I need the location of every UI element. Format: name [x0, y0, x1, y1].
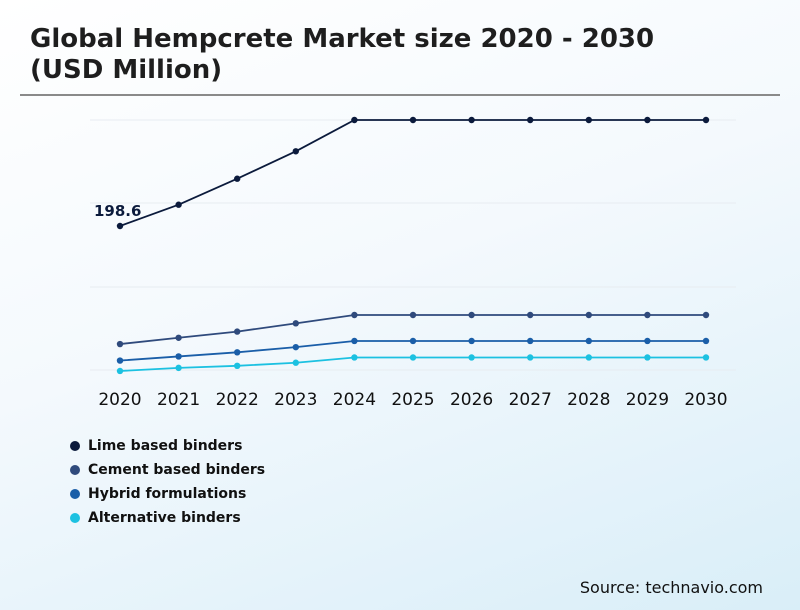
data-point: [234, 349, 241, 356]
data-point: [116, 367, 124, 375]
data-point: [527, 116, 534, 124]
data-point: [175, 201, 182, 208]
x-tick-label: 2028: [567, 390, 610, 410]
data-point: [468, 337, 475, 345]
data-point: [292, 320, 299, 327]
data-point: [702, 337, 710, 345]
legend-label: Hybrid formulations: [88, 486, 247, 502]
x-tick-label: 2023: [274, 390, 317, 410]
data-point: [292, 148, 299, 155]
data-point: [116, 340, 124, 348]
data-point: [175, 334, 182, 341]
x-tick-label: 2026: [450, 390, 493, 410]
data-point: [234, 328, 241, 335]
data-point: [644, 311, 651, 319]
data-point: [409, 337, 417, 345]
data-point: [527, 311, 534, 319]
data-point: [351, 354, 358, 361]
data-point: [351, 311, 358, 319]
legend-item: Lime based binders: [70, 434, 265, 458]
legend-label: Lime based binders: [88, 438, 243, 454]
legend-marker: [70, 441, 80, 451]
data-point: [585, 116, 592, 124]
data-point: [234, 362, 241, 370]
data-label: 198.6: [94, 202, 141, 220]
line-chart: 198.6 2020 2021 2022 2023 2024 2025 2026 2027 202…: [90, 116, 736, 410]
data-point: [468, 311, 475, 319]
data-point: [585, 354, 592, 361]
data-point: [644, 354, 651, 361]
data-point: [175, 364, 182, 372]
data-point: [527, 337, 534, 345]
series-line: [119, 119, 706, 227]
legend-item: Alternative binders: [70, 506, 265, 530]
legend-item: Cement based binders: [70, 458, 265, 482]
data-point: [644, 116, 651, 124]
data-point: [702, 311, 710, 319]
legend-marker: [70, 489, 80, 499]
legend-marker: [70, 465, 80, 475]
x-tick-label: 2021: [157, 390, 200, 410]
data-point: [702, 354, 710, 361]
legend: Lime based binders Cement based binders Hy…: [70, 434, 265, 530]
data-point: [702, 116, 710, 124]
data-point: [175, 353, 182, 360]
data-point: [351, 116, 358, 124]
x-tick-label: 2022: [216, 390, 259, 410]
data-point: [116, 222, 124, 230]
legend-label: Cement based binders: [88, 462, 266, 478]
legend-label: Alternative binders: [88, 510, 241, 526]
data-point: [351, 337, 358, 345]
data-point: [292, 359, 299, 366]
data-point: [234, 175, 241, 182]
x-tick-label: 2030: [684, 390, 727, 410]
data-point: [409, 116, 417, 124]
title-divider: [20, 94, 780, 96]
data-point: [527, 354, 534, 361]
x-tick-label: 2025: [391, 390, 434, 410]
chart-title: Global Hempcrete Market size 2020 - 2030…: [30, 24, 655, 85]
source-credit: Source: technavio.com: [579, 578, 763, 597]
x-tick-label: 2027: [509, 390, 552, 410]
data-point: [409, 354, 417, 361]
legend-marker: [70, 513, 80, 523]
data-point: [468, 116, 475, 124]
x-tick-label: 2024: [333, 390, 376, 410]
data-point: [292, 343, 299, 351]
data-point: [585, 337, 592, 345]
data-point: [585, 311, 592, 319]
data-point: [409, 311, 417, 319]
data-point: [116, 357, 124, 364]
data-point: [644, 337, 651, 345]
x-tick-label: 2029: [626, 390, 669, 410]
legend-item: Hybrid formulations: [70, 482, 265, 506]
data-point: [468, 354, 475, 361]
x-tick-label: 2020: [98, 390, 141, 410]
